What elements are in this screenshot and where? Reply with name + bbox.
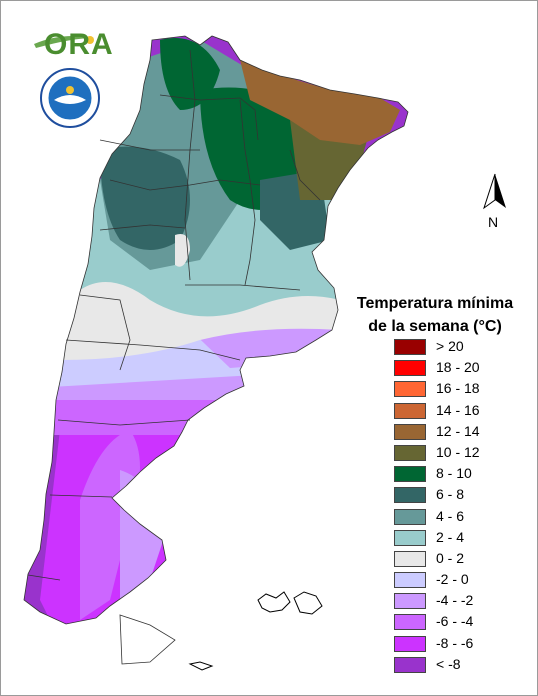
legend-label: -4 - -2 <box>436 592 474 609</box>
legend-swatch <box>394 487 426 504</box>
legend-label: -2 - 0 <box>436 571 469 588</box>
legend-swatch <box>394 423 426 440</box>
legend-swatch <box>394 339 426 355</box>
legend-swatch <box>394 614 426 631</box>
legend-swatch <box>394 635 426 652</box>
legend-swatch <box>394 508 426 525</box>
legend-label: 2 - 4 <box>436 528 465 545</box>
legend-swatch <box>394 466 426 483</box>
north-label: N <box>488 214 499 230</box>
north-arrow-icon <box>483 173 506 210</box>
legend-label: 0 - 2 <box>436 549 465 566</box>
legend-swatch <box>394 593 426 610</box>
legend-swatch <box>394 529 426 546</box>
legend-swatch <box>394 381 426 398</box>
ora-logo-text: ORA <box>44 28 114 61</box>
legend-swatch <box>394 402 426 419</box>
legend-title: Temperatura mínima de la semana (°C) <box>346 292 524 338</box>
legend-label: 6 - 8 <box>436 486 465 503</box>
legend-label: 14 - 16 <box>436 401 480 418</box>
legend-label: 18 - 20 <box>436 359 480 376</box>
islas-malvinas <box>188 591 323 671</box>
ora-logo-swoosh <box>34 36 94 48</box>
legend-label: 16 - 18 <box>436 380 480 397</box>
legend-label: 12 - 14 <box>436 422 480 439</box>
legend-swatch <box>394 444 426 461</box>
legend-title-line-1: Temperatura mínima <box>356 295 514 312</box>
legend-label: -6 - -4 <box>436 613 474 630</box>
smn-seal-logo <box>40 68 100 128</box>
legend-label: > 20 <box>436 338 464 354</box>
legend-label: -8 - -6 <box>436 634 474 651</box>
legend-swatch <box>394 550 426 567</box>
legend-swatch <box>394 360 426 377</box>
legend-swatch <box>394 656 426 673</box>
legend-label: 8 - 10 <box>436 465 472 482</box>
legend-title-line-2: de la semana (°C) <box>368 318 502 335</box>
legend-swatch <box>394 572 426 589</box>
legend-label: 4 - 6 <box>436 507 465 524</box>
legend-label: 10 - 12 <box>436 443 480 460</box>
legend-label: < -8 <box>436 655 461 672</box>
